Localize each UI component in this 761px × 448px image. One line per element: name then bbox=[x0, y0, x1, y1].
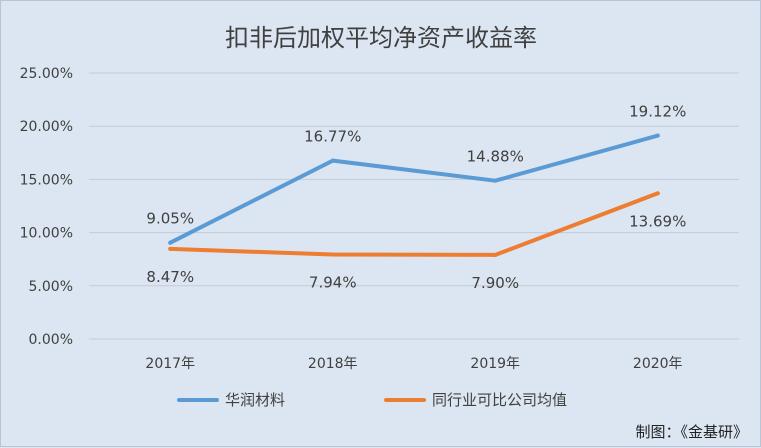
y-tick-label: 10.00% bbox=[20, 226, 73, 242]
data-point bbox=[168, 240, 173, 245]
data-point bbox=[655, 133, 660, 138]
gridlines bbox=[89, 72, 739, 340]
y-axis-ticks: 0.00% 5.00% 10.00% 15.00% 20.00% 25.00% bbox=[20, 66, 73, 348]
y-tick-label: 20.00% bbox=[20, 119, 73, 135]
data-label: 16.77% bbox=[304, 128, 361, 146]
legend: 华润材料 同行业可比公司均值 bbox=[177, 391, 567, 409]
legend-label: 同行业可比公司均值 bbox=[432, 391, 567, 409]
x-tick-label: 2017年 bbox=[145, 356, 195, 372]
x-tick-label: 2019年 bbox=[470, 356, 520, 372]
data-label: 9.05% bbox=[146, 210, 194, 228]
series-lines bbox=[168, 133, 660, 257]
data-point bbox=[493, 178, 498, 183]
legend-label: 华润材料 bbox=[225, 391, 285, 409]
y-tick-label: 0.00% bbox=[29, 332, 73, 348]
source-credit: 制图：《金基研》 bbox=[635, 423, 748, 441]
data-labels: 9.05% 16.77% 14.88% 19.12% 8.47% 7.94% 7.90% 13… bbox=[146, 103, 686, 292]
data-point bbox=[655, 191, 660, 196]
data-point bbox=[168, 246, 173, 251]
y-tick-label: 15.00% bbox=[20, 172, 73, 188]
series-line-2 bbox=[168, 191, 660, 257]
data-label: 14.88% bbox=[467, 148, 524, 166]
data-label: 7.90% bbox=[471, 274, 519, 292]
data-label: 7.94% bbox=[309, 274, 357, 292]
data-point bbox=[330, 158, 335, 163]
data-point bbox=[330, 252, 335, 257]
x-tick-label: 2018年 bbox=[308, 356, 358, 372]
x-tick-label: 2020年 bbox=[633, 356, 683, 372]
series-line-1 bbox=[168, 133, 660, 245]
y-tick-label: 5.00% bbox=[29, 279, 73, 295]
data-label: 13.69% bbox=[629, 212, 686, 230]
x-axis-ticks: 2017年 2018年 2019年 2020年 bbox=[145, 356, 682, 372]
data-label: 8.47% bbox=[146, 268, 194, 286]
data-point bbox=[493, 252, 498, 257]
data-label: 19.12% bbox=[629, 103, 686, 121]
y-tick-label: 25.00% bbox=[20, 66, 73, 82]
chart-title: 扣非后加权平均净资产收益率 bbox=[225, 24, 537, 52]
